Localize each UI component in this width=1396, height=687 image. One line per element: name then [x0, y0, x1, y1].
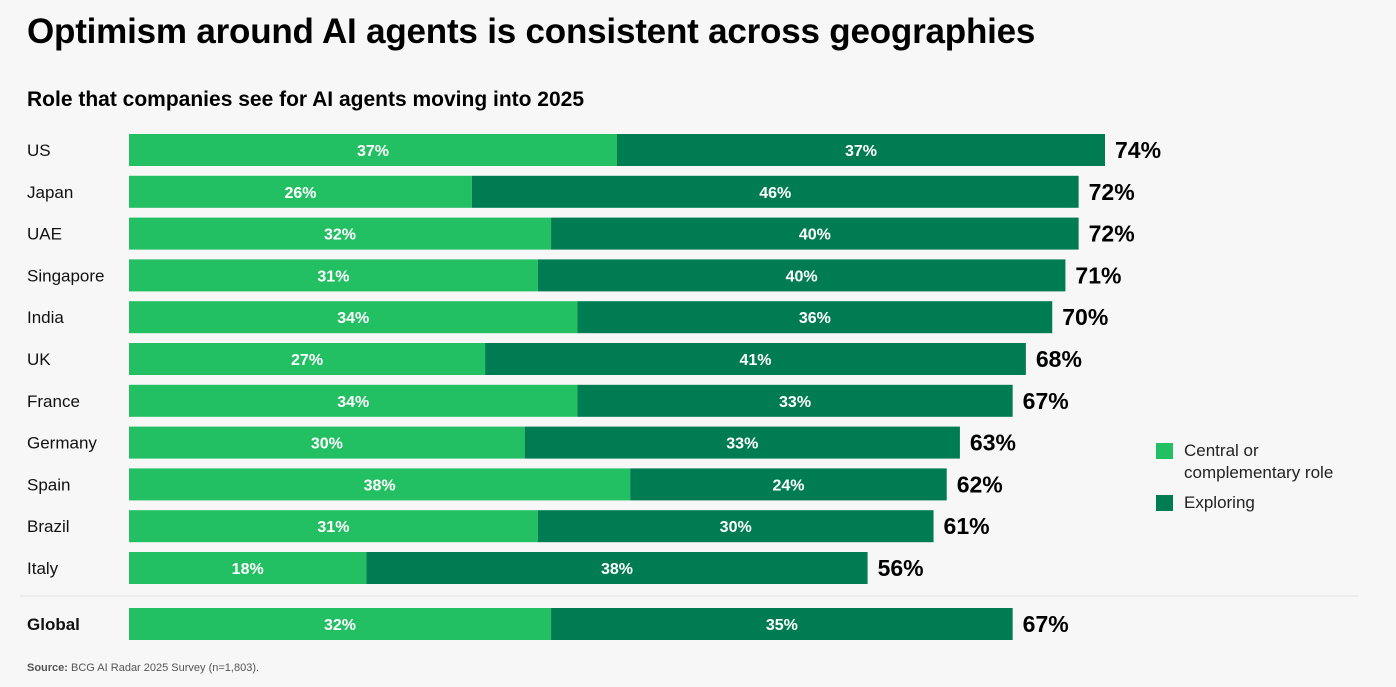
bar-segment-central	[129, 301, 578, 334]
bar-row: India 34% 36% 70%	[27, 301, 1108, 334]
category-label: Japan	[27, 183, 73, 202]
bar-row: US 37% 37% 74%	[27, 134, 1161, 166]
data-label-exploring: 38%	[601, 561, 633, 578]
bar-segment-exploring	[551, 217, 1079, 250]
bar-segment-exploring	[551, 608, 1013, 640]
total-label: 61%	[944, 513, 990, 539]
total-label: 71%	[1075, 262, 1121, 288]
data-label-central: 32%	[324, 227, 356, 244]
bar-segment-exploring	[366, 552, 868, 584]
category-label: US	[27, 141, 51, 160]
bar-segment-exploring	[471, 175, 1079, 208]
bar-segment-exploring	[537, 510, 934, 543]
legend: Central or complementary role Exploring	[1156, 440, 1364, 522]
category-label: Spain	[27, 475, 70, 494]
legend-item-exploring: Exploring	[1156, 492, 1364, 514]
data-label-central: 30%	[311, 436, 343, 453]
bar-segment-central	[129, 384, 578, 417]
legend-swatch-central	[1156, 443, 1173, 459]
bar-segment-exploring	[630, 468, 947, 501]
data-label-exploring: 40%	[786, 268, 818, 285]
bar-segment-exploring	[577, 301, 1053, 334]
data-label-central: 18%	[232, 561, 264, 578]
total-label: 70%	[1062, 304, 1108, 330]
source-label: Source:	[27, 662, 68, 674]
bar-row: Italy 18% 38% 56%	[27, 552, 924, 584]
data-label-central: 34%	[337, 310, 369, 327]
data-label-exploring: 46%	[759, 185, 791, 202]
source-text: BCG AI Radar 2025 Survey (n=1,803).	[67, 662, 260, 674]
data-label-central: 38%	[364, 477, 396, 494]
data-label-exploring: 40%	[799, 227, 831, 244]
bar-segment-exploring	[485, 343, 1026, 375]
legend-label-central: Central or complementary role	[1184, 441, 1334, 482]
category-label: Italy	[27, 559, 59, 578]
legend-item-central: Central or complementary role	[1156, 440, 1364, 484]
data-label-exploring: 41%	[739, 352, 771, 369]
data-label-central: 31%	[317, 268, 349, 285]
bar-segment-central	[129, 217, 552, 250]
data-label-central: 27%	[291, 352, 323, 369]
data-label-central: 34%	[337, 394, 369, 411]
bar-segment-central	[129, 510, 538, 543]
total-label: 72%	[1089, 179, 1135, 205]
data-label-exploring: 33%	[726, 436, 758, 453]
total-label: 67%	[1023, 388, 1069, 414]
data-label-exploring: 35%	[766, 617, 798, 634]
bar-segment-central	[129, 175, 472, 208]
bar-segment-exploring	[577, 384, 1013, 417]
total-label: 74%	[1115, 137, 1161, 163]
bar-segment-exploring	[524, 426, 960, 459]
data-label-central: 32%	[324, 617, 356, 634]
bar-segment-central	[129, 343, 486, 375]
total-label: 67%	[1023, 611, 1069, 637]
total-label: 72%	[1089, 221, 1135, 247]
chart-title: Optimism around AI agents is consistent …	[27, 12, 1036, 51]
legend-swatch-exploring	[1156, 495, 1173, 511]
data-label-central: 26%	[284, 185, 316, 202]
bar-segment-central	[129, 134, 617, 166]
data-label-exploring: 36%	[799, 310, 831, 327]
data-label-exploring: 37%	[845, 143, 877, 160]
bar-segment-central	[129, 259, 538, 292]
bar-row: Singapore 31% 40% 71%	[27, 259, 1121, 292]
category-label: UK	[27, 350, 51, 369]
category-label: Singapore	[27, 266, 105, 285]
bar-row: Spain 38% 24% 62%	[27, 468, 1003, 501]
category-label: Global	[27, 615, 80, 634]
bar-row: UAE 32% 40% 72%	[27, 217, 1135, 250]
category-label: UAE	[27, 225, 62, 244]
bar-segment-exploring	[537, 259, 1066, 292]
data-label-exploring: 33%	[779, 394, 811, 411]
bar-segment-central	[129, 552, 367, 584]
bar-row: France 34% 33% 67%	[27, 384, 1069, 417]
data-label-exploring: 24%	[772, 477, 804, 494]
total-label: 63%	[970, 430, 1016, 456]
category-label: Germany	[27, 434, 97, 453]
total-label: 62%	[957, 471, 1003, 497]
bar-row: Global 32% 35% 67%	[27, 608, 1069, 640]
data-label-central: 37%	[357, 143, 389, 160]
data-label-central: 31%	[317, 519, 349, 536]
bar-row: Germany 30% 33% 63%	[27, 426, 1016, 459]
bar-row: Brazil 31% 30% 61%	[27, 510, 990, 543]
bar-segment-central	[129, 426, 525, 459]
total-label: 56%	[878, 555, 924, 581]
category-label: Brazil	[27, 517, 70, 536]
category-label: France	[27, 392, 80, 411]
bar-segment-central	[129, 468, 631, 501]
source-note: Source: BCG AI Radar 2025 Survey (n=1,80…	[27, 662, 259, 674]
bar-segment-exploring	[617, 134, 1105, 166]
chart-subtitle: Role that companies see for AI agents mo…	[27, 88, 585, 111]
bar-segment-central	[129, 608, 552, 640]
legend-label-exploring: Exploring	[1184, 493, 1255, 512]
category-label: India	[27, 308, 64, 327]
data-label-exploring: 30%	[720, 519, 752, 536]
total-label: 68%	[1036, 346, 1082, 372]
bar-row: Japan 26% 46% 72%	[27, 175, 1135, 208]
bar-row: UK 27% 41% 68%	[27, 343, 1082, 375]
